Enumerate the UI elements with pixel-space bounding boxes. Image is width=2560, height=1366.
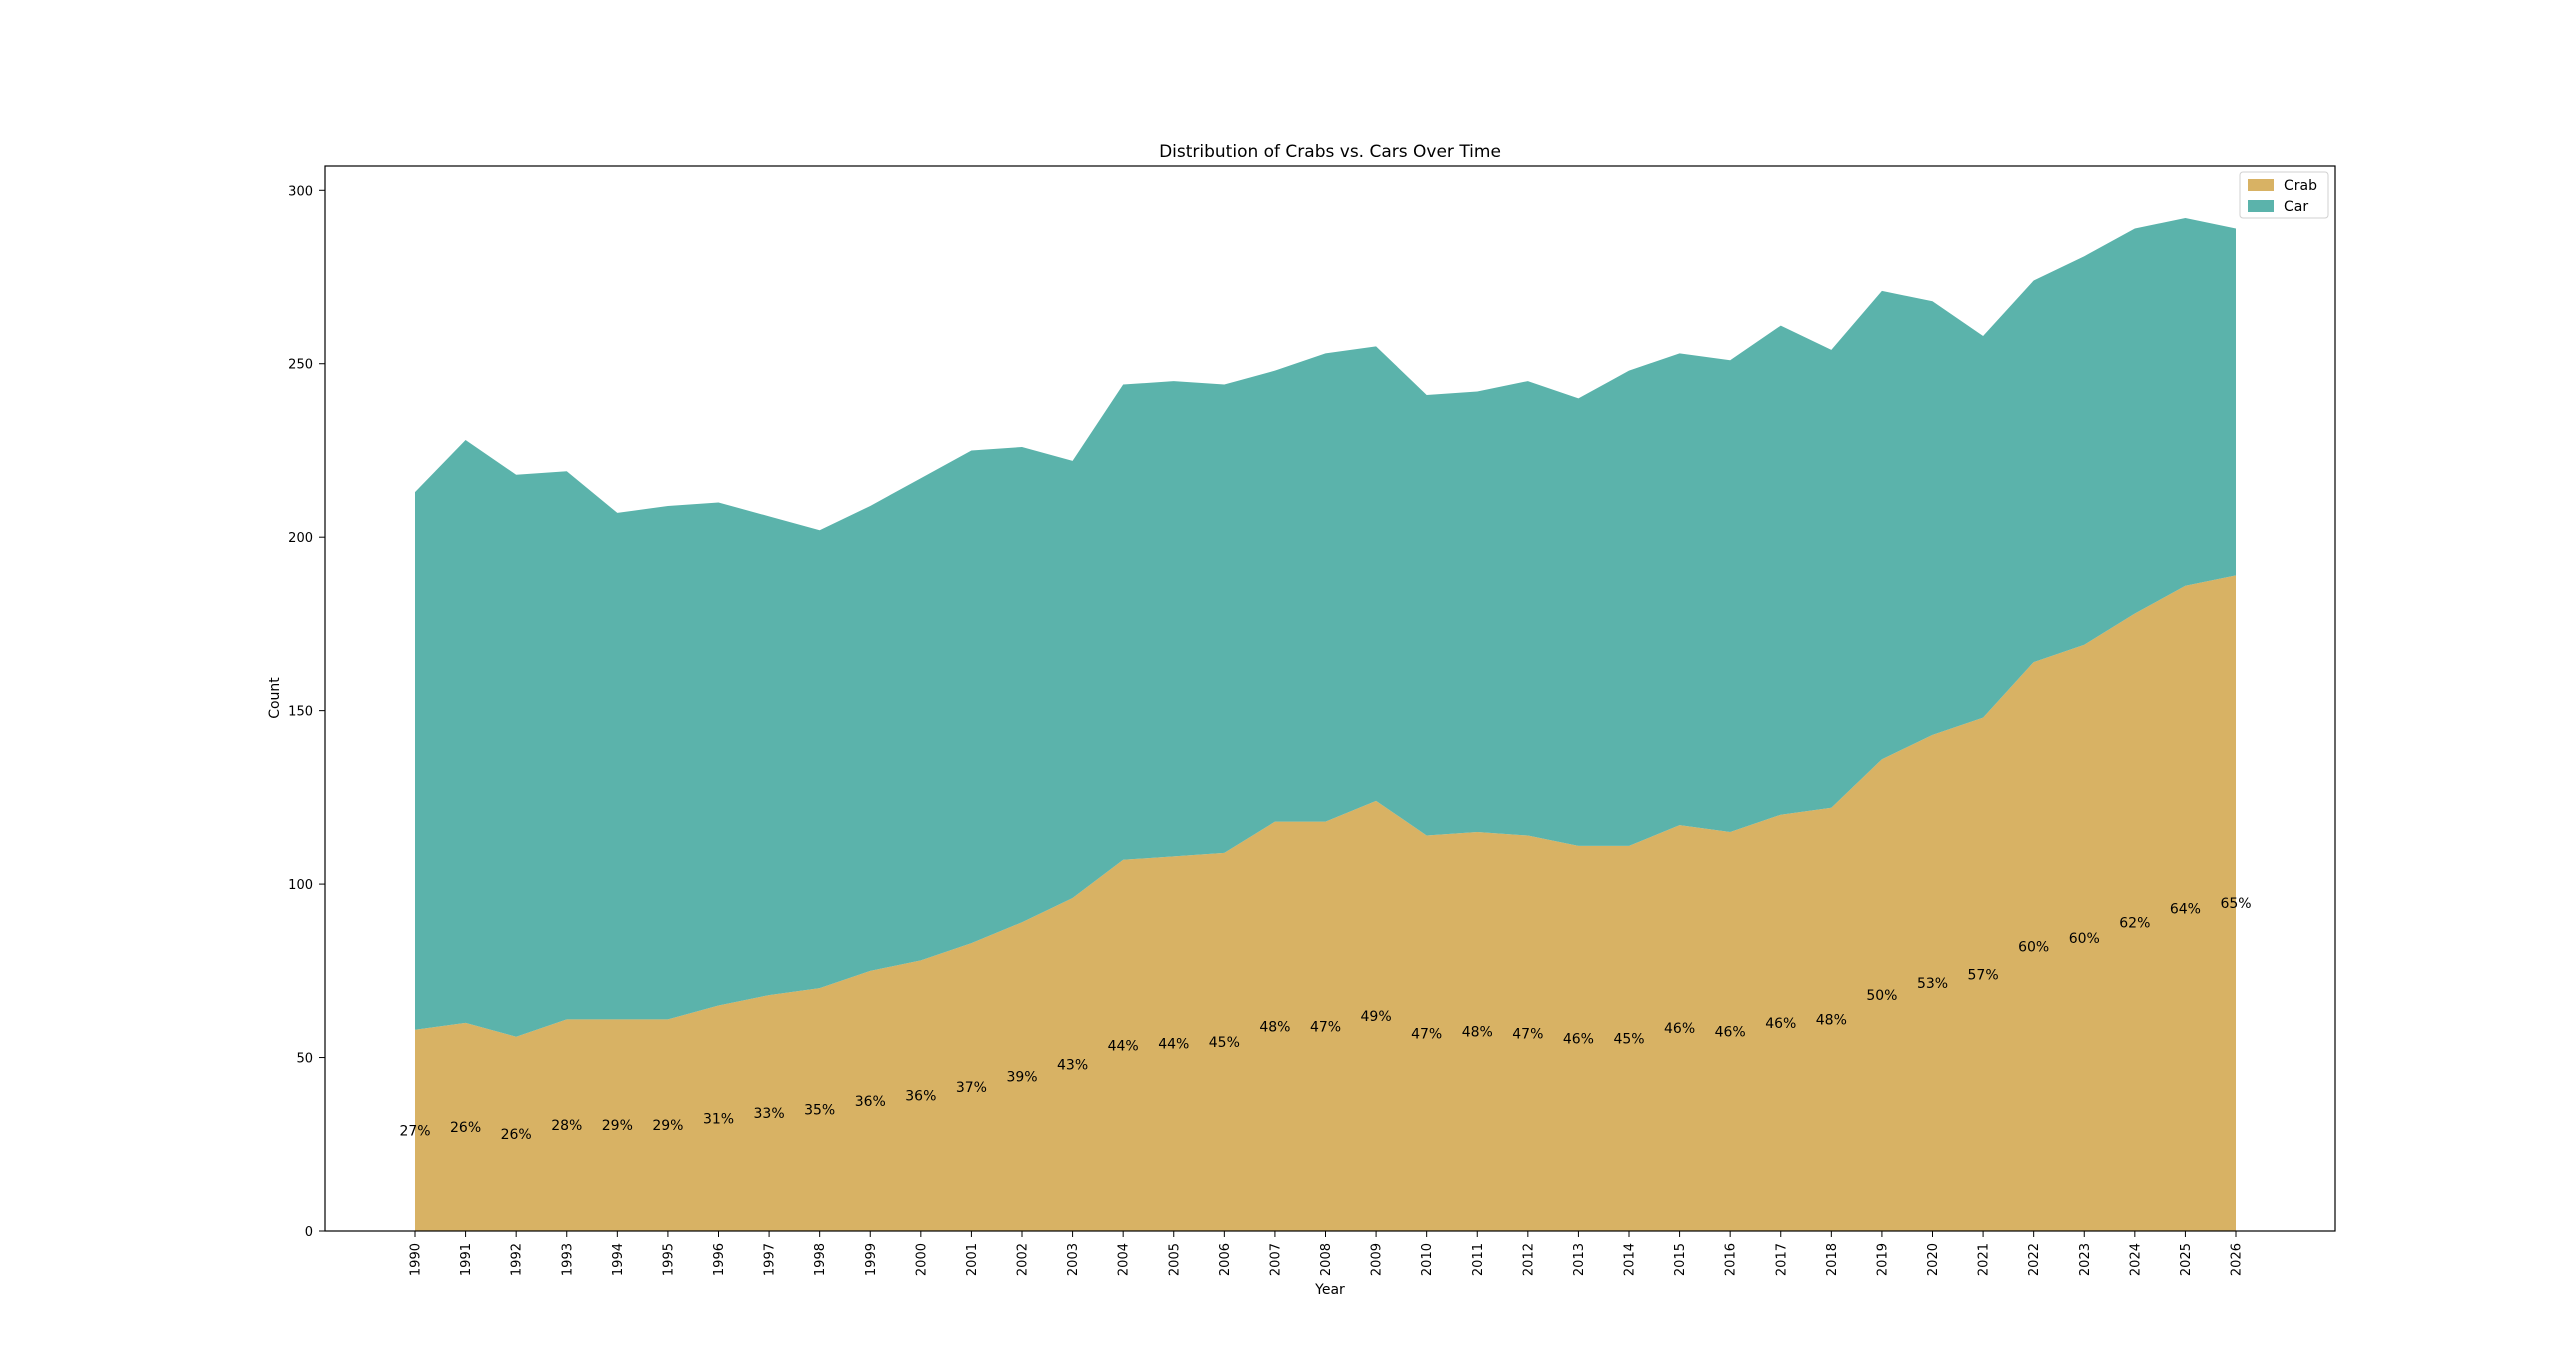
x-tick-label: 2000 [914,1243,929,1276]
percent-label: 46% [1563,1031,1594,1047]
x-tick-label: 1995 [661,1243,676,1276]
y-tick-label: 50 [296,1052,313,1067]
x-tick-label: 1999 [864,1243,879,1276]
percent-label: 39% [1006,1070,1037,1086]
percent-label: 47% [1512,1026,1543,1042]
x-tick-label: 2026 [2230,1243,2245,1276]
percent-label: 26% [450,1120,481,1136]
percent-label: 53% [1917,976,1948,992]
percent-label: 47% [1310,1019,1341,1035]
x-tick-label: 2004 [1117,1243,1132,1276]
x-tick-label: 2008 [1319,1243,1334,1276]
percent-label: 46% [1765,1016,1796,1032]
percent-label: 27% [399,1123,430,1139]
percent-label: 48% [1816,1012,1847,1028]
x-tick-label: 2006 [1218,1243,1233,1276]
legend-label-car: Car [2284,199,2308,215]
legend: Crab Car [2239,171,2329,219]
x-tick-label: 2005 [1167,1243,1182,1276]
percent-label: 47% [1411,1026,1442,1042]
percent-label: 46% [1664,1021,1695,1037]
percent-label: 60% [2069,931,2100,947]
x-tick-label: 1992 [510,1243,525,1276]
x-tick-label: 1997 [763,1243,778,1276]
percent-label: 37% [956,1080,987,1096]
x-tick-label: 1990 [409,1243,424,1276]
x-tick-label: 2018 [1825,1243,1840,1276]
area-crab [415,575,2236,1231]
percent-label: 65% [2220,896,2251,912]
x-tick-label: 2001 [965,1243,980,1276]
percent-label: 62% [2119,915,2150,931]
percent-label: 46% [1715,1025,1746,1041]
areas-layer [415,218,2236,1231]
x-tick-label: 2016 [1724,1243,1739,1276]
x-tick-label: 2023 [2078,1243,2093,1276]
percent-label: 43% [1057,1057,1088,1073]
legend-label-crab: Crab [2284,178,2317,194]
y-tick-label: 300 [288,184,313,199]
x-tick-label: 2003 [1066,1243,1081,1276]
x-tick-label: 1993 [560,1243,575,1276]
chart-title: Distribution of Crabs vs. Cars Over Time [1159,142,1501,162]
y-tick-label: 200 [288,531,313,546]
x-tick-label: 1996 [712,1243,727,1276]
y-axis-label: Count [267,677,283,719]
percent-label: 48% [1462,1025,1493,1041]
percent-label: 45% [1209,1035,1240,1051]
percent-label: 36% [855,1094,886,1110]
percent-label: 35% [804,1103,835,1119]
y-tick-label: 150 [288,705,313,720]
x-axis: 1990 1991 1992 1993 1994 1995 1996 1997 1998 1999… [409,1231,2245,1276]
x-tick-label: 2015 [1673,1243,1688,1276]
x-tick-label: 2009 [1370,1243,1385,1276]
y-tick-label: 100 [288,878,313,893]
plot-frame [324,165,2336,1232]
percent-label: 44% [1108,1038,1139,1054]
y-axis: 0 50 100 150 200 250 300 [288,184,325,1240]
x-tick-label: 2013 [1572,1243,1587,1276]
x-tick-label: 2002 [1016,1243,1031,1276]
x-tick-label: 2012 [1521,1243,1536,1276]
percent-labels-layer: 27% 26% 26% 28% 29% 29% 31% 33% 35% 36% 36% 37% 39% 4… [399,896,2251,1143]
x-tick-label: 2025 [2179,1243,2194,1276]
percent-label: 28% [551,1118,582,1134]
percent-label: 29% [602,1118,633,1134]
x-tick-label: 2014 [1623,1243,1638,1276]
x-tick-label: 2021 [1977,1243,1992,1276]
x-tick-label: 1994 [611,1243,626,1276]
x-tick-label: 1991 [459,1243,474,1276]
percent-label: 64% [2170,901,2201,917]
percent-label: 60% [2018,940,2049,956]
y-tick-label: 0 [305,1225,313,1240]
percent-label: 33% [754,1106,785,1122]
x-tick-label: 2024 [2128,1243,2143,1276]
x-tick-label: 2010 [1420,1243,1435,1276]
percent-label: 57% [1968,967,1999,983]
x-tick-label: 2019 [1875,1243,1890,1276]
percent-label: 45% [1613,1031,1644,1047]
x-tick-label: 1998 [813,1243,828,1276]
x-tick-label: 2020 [1926,1243,1941,1276]
x-tick-label: 2011 [1471,1243,1486,1276]
x-tick-label: 2017 [1774,1243,1789,1276]
percent-label: 36% [905,1089,936,1105]
legend-swatch-crab [2248,179,2274,191]
area-car [415,218,2236,1037]
percent-label: 44% [1158,1037,1189,1053]
percent-label: 49% [1361,1009,1392,1025]
percent-label: 48% [1259,1019,1290,1035]
x-tick-label: 2022 [2027,1243,2042,1276]
percent-label: 29% [652,1118,683,1134]
percent-label: 50% [1866,988,1897,1004]
legend-swatch-car [2248,200,2274,212]
percent-label: 26% [501,1127,532,1143]
x-tick-label: 2007 [1268,1243,1283,1276]
y-tick-label: 250 [288,358,313,373]
percent-label: 31% [703,1111,734,1127]
x-axis-label: Year [1314,1282,1345,1298]
